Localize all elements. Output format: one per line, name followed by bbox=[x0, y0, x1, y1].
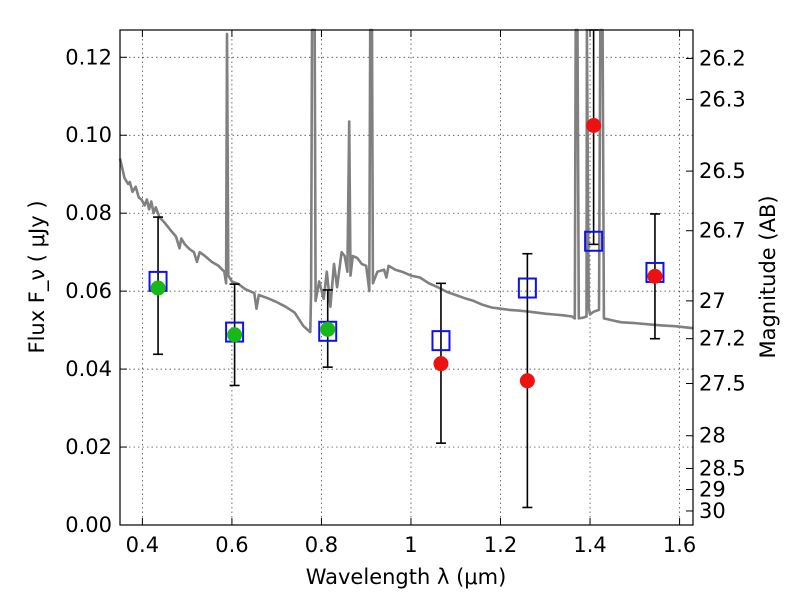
plot-frame bbox=[119, 29, 694, 526]
y-tick-label: 0.04 bbox=[65, 357, 112, 381]
red-data-point bbox=[586, 117, 602, 133]
green-data-point bbox=[227, 327, 243, 343]
y-tick-label: 0.12 bbox=[65, 45, 112, 69]
x-tick-label: 1 bbox=[404, 533, 417, 557]
y-tick-label: 0.06 bbox=[65, 279, 112, 303]
y-tick-label: 0.10 bbox=[65, 123, 112, 147]
x-tick-label: 0.8 bbox=[305, 533, 338, 557]
y-tick-label: 0.02 bbox=[65, 435, 112, 459]
y2-tick-label: 27.2 bbox=[699, 327, 746, 351]
green-data-point bbox=[320, 321, 336, 337]
x-tick-label: 0.6 bbox=[215, 533, 248, 557]
spectrum-layer bbox=[118, 28, 694, 334]
y2-tick-label: 28.5 bbox=[699, 456, 746, 480]
y-tick-label: 0.08 bbox=[65, 201, 112, 225]
y2-tick-label: 27 bbox=[699, 289, 726, 313]
grid bbox=[120, 30, 693, 525]
y2-tick-label: 26.5 bbox=[699, 159, 746, 183]
y2-axis-label: Magnitude (AB) bbox=[756, 195, 780, 358]
x-tick-label: 1.2 bbox=[484, 533, 517, 557]
y2-tick-label: 30 bbox=[699, 499, 726, 523]
y2-tick-label: 26.3 bbox=[699, 87, 746, 111]
model-box bbox=[517, 277, 537, 299]
y2-tick-label: 26.2 bbox=[699, 46, 746, 70]
y-axis-label: Flux F_ν ( μJy ) bbox=[25, 200, 50, 353]
label-layer: Wavelength λ (μm) Flux F_ν ( μJy ) Magni… bbox=[25, 195, 780, 589]
green-data-point bbox=[150, 280, 166, 296]
model-box bbox=[584, 230, 604, 252]
spectrum-line bbox=[118, 28, 694, 334]
red-data-point bbox=[647, 268, 663, 284]
x-axis-label: Wavelength λ (μm) bbox=[306, 565, 507, 589]
tick-layer: 0.4 0.6 0.8 1 1.2 1.4 1.6 0.00 0.02 0.04 0.06 0.08 0… bbox=[65, 30, 746, 557]
x-tick-label: 1.4 bbox=[573, 533, 606, 557]
y2-tick-label: 27.5 bbox=[699, 372, 746, 396]
red-data-point bbox=[519, 373, 535, 389]
x-tick-label: 1.6 bbox=[663, 533, 696, 557]
model-box bbox=[431, 330, 451, 352]
y2-tick-label: 29 bbox=[699, 478, 726, 502]
y2-tick-label: 28 bbox=[699, 424, 726, 448]
x-tick-label: 0.4 bbox=[126, 533, 159, 557]
y2-tick-label: 26.7 bbox=[699, 219, 746, 243]
red-data-point bbox=[433, 356, 449, 372]
marker-layer bbox=[148, 117, 665, 389]
y-tick-label: 0.00 bbox=[65, 513, 112, 537]
model-box bbox=[318, 320, 338, 342]
